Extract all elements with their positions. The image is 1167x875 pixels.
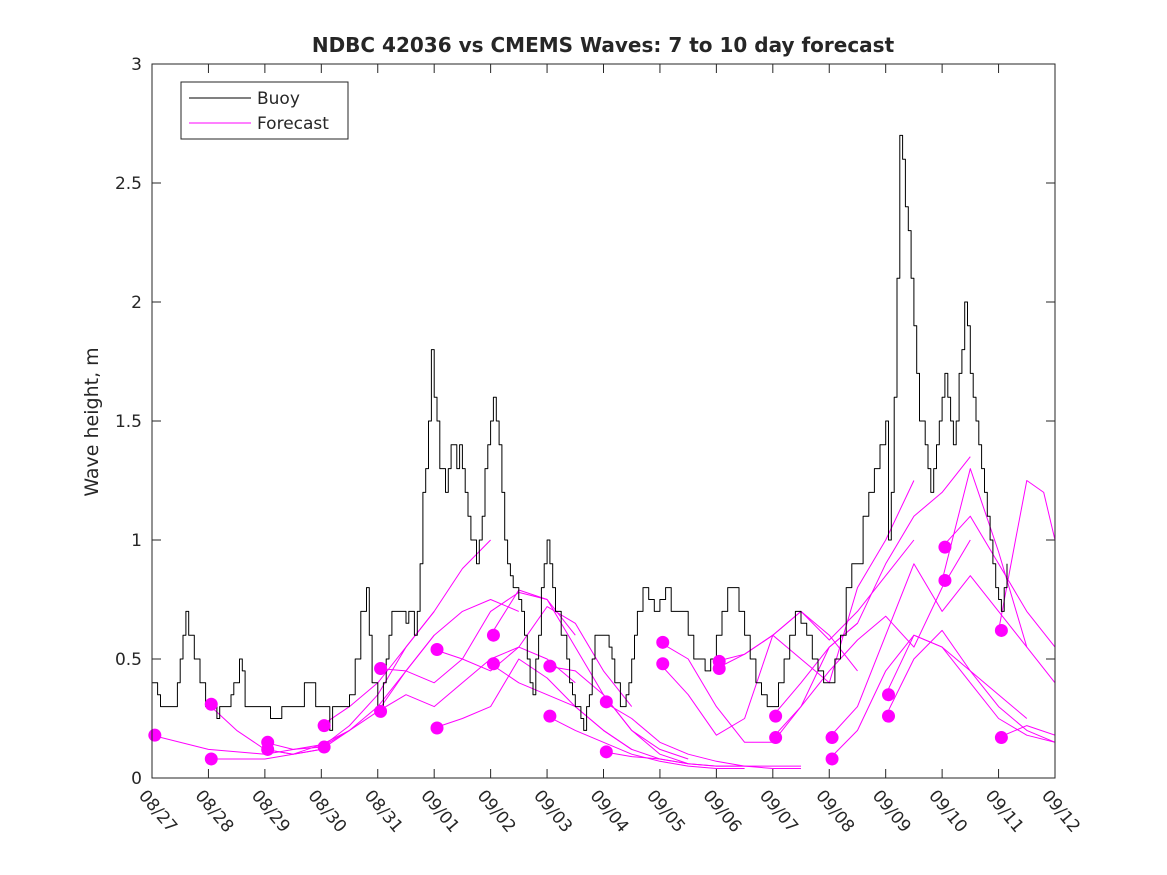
forecast-line [828,563,1028,738]
y-tick-label: 3 [131,55,142,75]
forecast-start-marker [994,623,1008,637]
forecast-start-marker [261,742,275,756]
forecast-start-marker [204,697,218,711]
y-tick-label: 0 [131,769,142,789]
forecast-markers [148,540,1008,766]
forecast-line [998,480,1055,631]
forecast-start-marker [543,659,557,673]
forecast-start-marker [543,709,557,723]
forecast-line [659,610,858,736]
y-tick-label: 2.5 [115,174,142,194]
buoy-line [152,134,1008,731]
forecast-start-marker [317,740,331,754]
legend-buoy-label: Buoy [257,89,300,109]
forecast-line [941,468,1055,684]
legend: Buoy Forecast [180,81,349,140]
plot-area [152,64,1055,778]
forecast-start-marker [430,642,444,656]
forecast-start-marker [656,657,670,671]
forecast-start-marker [148,728,162,742]
forecast-start-marker [825,731,839,745]
forecast-line [716,539,915,669]
forecast-start-marker [486,657,500,671]
forecast-start-marker [204,752,218,766]
forecast-start-marker [712,662,726,676]
plot-frame [151,63,1056,779]
forecast-start-marker [938,573,952,587]
forecast-start-marker [825,752,839,766]
forecast-line [434,606,633,707]
forecast-start-marker [374,662,388,676]
series-layer [152,134,1055,769]
forecast-line [772,456,971,717]
forecast-line [377,646,576,712]
forecast-line [998,725,1055,738]
forecast-start-marker [769,731,783,745]
forecast-start-marker [599,745,613,759]
y-tick-label: 1 [131,531,142,551]
forecast-start-marker [882,688,896,702]
legend-box [180,81,349,140]
forecast-line [941,515,1055,648]
forecast-start-marker [599,695,613,709]
y-tick-label: 1.5 [115,412,142,432]
forecast-line [603,751,801,769]
legend-forecast-label: Forecast [257,114,329,134]
y-tick-label: 2 [131,293,142,313]
forecast-line [208,744,322,760]
forecast-line [603,701,801,767]
forecast-line [490,663,689,765]
forecast-start-marker [374,704,388,718]
forecast-start-marker [938,540,952,554]
forecast-line [885,629,1055,743]
forecast-start-marker [994,731,1008,745]
forecast-line [885,634,1055,743]
forecast-start-marker [769,709,783,723]
forecast-start-marker [882,709,896,723]
forecast-start-marker [486,628,500,642]
forecast-start-marker [430,721,444,735]
forecast-line [772,539,971,738]
forecast-line [321,599,519,748]
forecast-line [659,622,858,743]
chart-title: NDBC 42036 vs CMEMS Waves: 7 to 10 day f… [312,33,895,57]
forecast-line [490,589,689,760]
forecast-start-marker [317,719,331,733]
y-tick-label: 0.5 [115,650,142,670]
y-axis-label: Wave height, m [81,347,103,496]
forecast-start-marker [656,635,670,649]
y-axis: 0 0.5 1 1.5 2 2.5 3 [115,55,1055,789]
